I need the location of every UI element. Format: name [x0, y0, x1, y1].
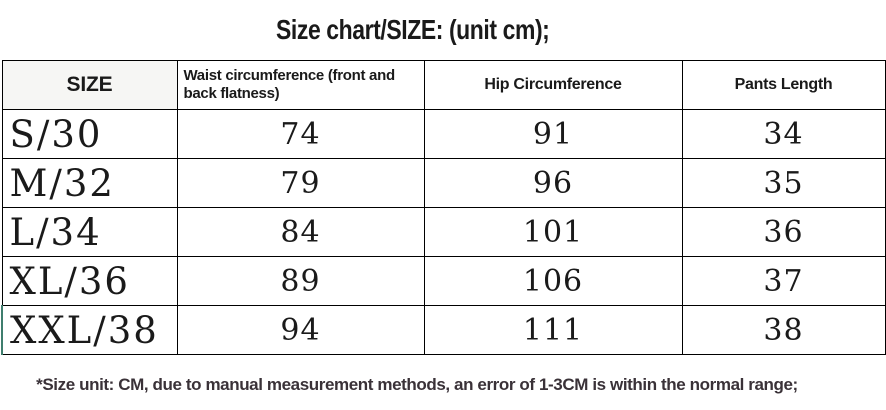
- hip-value-cell: 111: [423, 305, 683, 355]
- size-cell: L/34: [1, 207, 178, 257]
- footnote: *Size unit: CM, due to manual measuremen…: [0, 362, 886, 408]
- hip-value-cell: 96: [423, 158, 683, 208]
- pants-value-cell: 38: [681, 305, 886, 355]
- column-header-pants: Pants Length: [681, 60, 886, 110]
- column-header-size: SIZE: [1, 60, 178, 110]
- page-title-text: Size chart/SIZE: (unit cm);: [276, 14, 550, 45]
- size-cell: S/30: [1, 109, 178, 159]
- table-row: S/30 74 91 34: [1, 109, 886, 159]
- table-row: XL/36 89 106 37: [1, 256, 886, 306]
- hip-value-cell: 91: [423, 109, 683, 159]
- pants-value-cell: 34: [681, 109, 886, 159]
- waist-value-cell: 79: [176, 158, 425, 208]
- column-header-waist: Waist circumference (front and back flat…: [176, 60, 425, 110]
- pants-value-cell: 36: [681, 207, 886, 257]
- size-cell: XL/36: [1, 256, 178, 306]
- waist-value-cell: 74: [176, 109, 425, 159]
- size-cell: M/32: [1, 158, 178, 208]
- waist-value-cell: 89: [176, 256, 425, 306]
- size-cell: XXL/38: [1, 305, 178, 355]
- size-chart-table: SIZE Waist circumference (front and back…: [1, 60, 886, 355]
- hip-value-cell: 101: [423, 207, 683, 257]
- table-row: XXL/38 94 111 38: [1, 305, 886, 355]
- waist-value-cell: 94: [176, 305, 425, 355]
- header-row: SIZE Waist circumference (front and back…: [1, 60, 886, 110]
- page-title: Size chart/SIZE: (unit cm);: [0, 0, 886, 60]
- table-row: M/32 79 96 35: [1, 158, 886, 208]
- column-header-hip: Hip Circumference: [423, 60, 683, 110]
- waist-value-cell: 84: [176, 207, 425, 257]
- pants-value-cell: 35: [681, 158, 886, 208]
- table-row: L/34 84 101 36: [1, 207, 886, 257]
- hip-value-cell: 106: [423, 256, 683, 306]
- footnote-text: *Size unit: CM, due to manual measuremen…: [36, 375, 798, 394]
- pants-value-cell: 37: [681, 256, 886, 306]
